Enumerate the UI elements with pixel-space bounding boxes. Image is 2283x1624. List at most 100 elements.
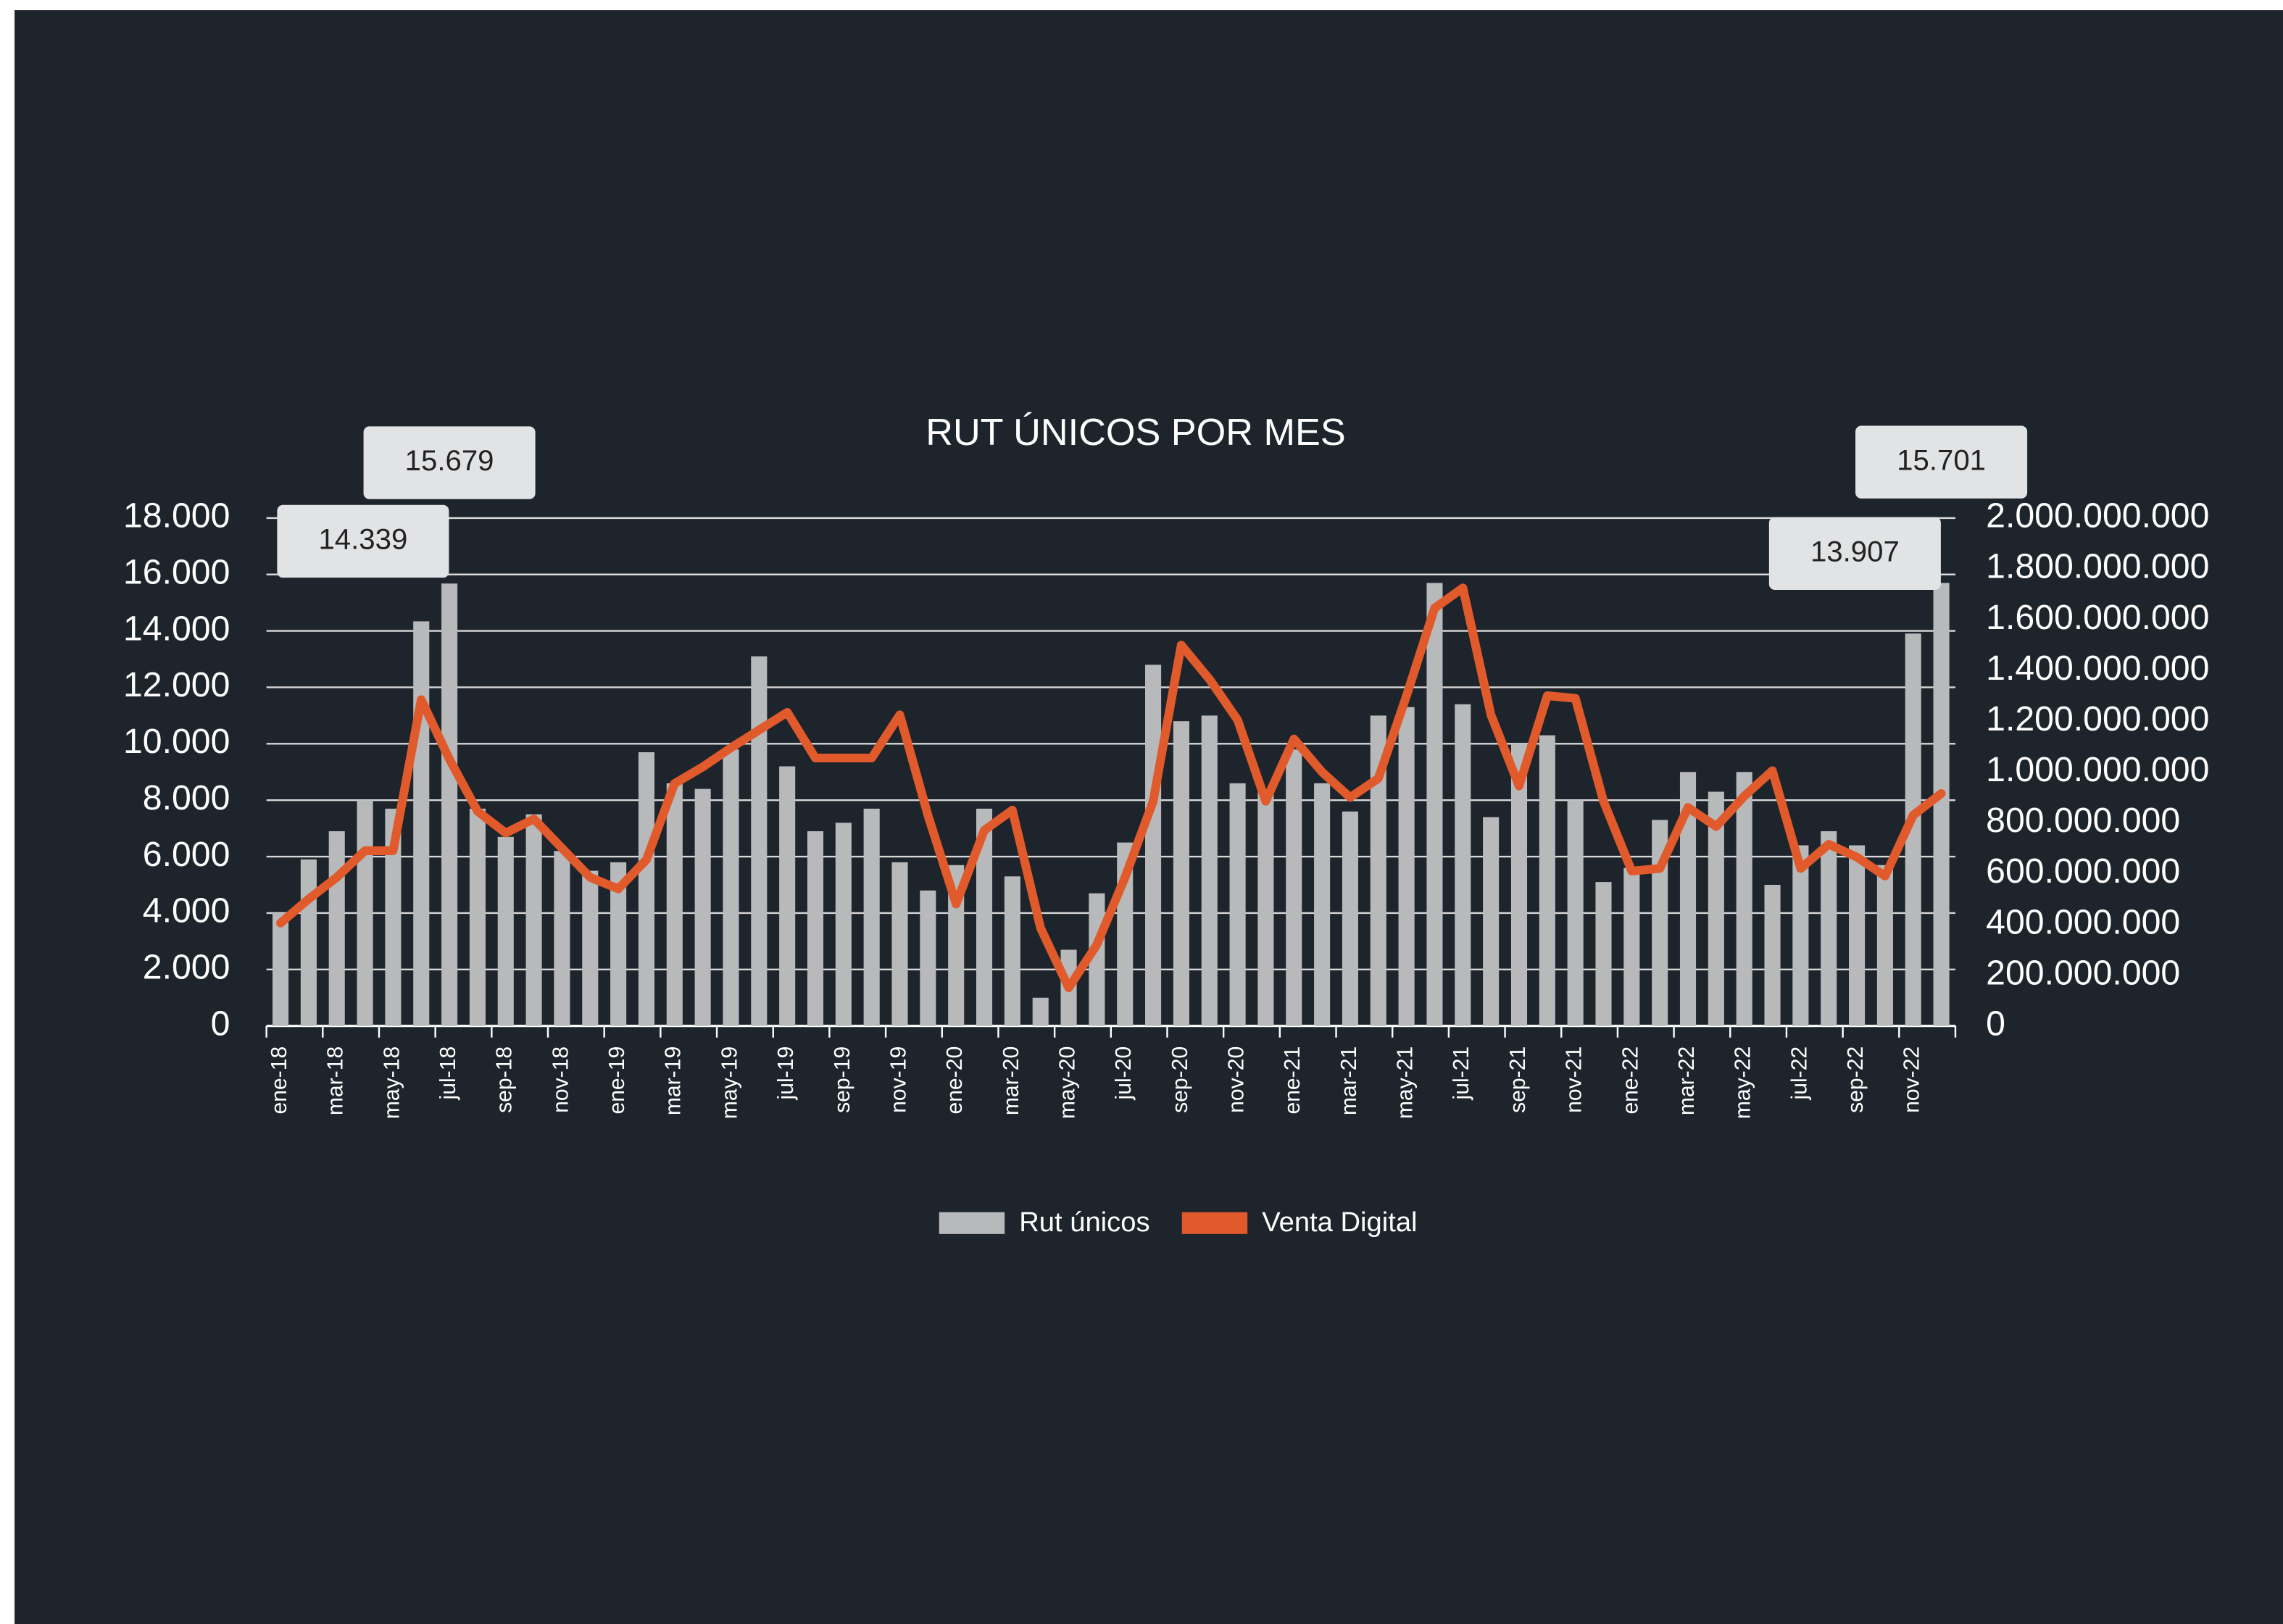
bar bbox=[610, 862, 627, 1026]
bar bbox=[1229, 783, 1246, 1026]
y2-tick-label: 600.000.000 bbox=[1986, 851, 2180, 891]
y2-tick-label: 1.400.000.000 bbox=[1986, 649, 2209, 688]
bar bbox=[469, 808, 486, 1026]
bar bbox=[1736, 772, 1752, 1026]
value-label-box bbox=[363, 426, 536, 499]
y-tick-label: 2.000 bbox=[143, 948, 230, 987]
bar bbox=[1201, 715, 1218, 1026]
bar bbox=[1708, 791, 1724, 1026]
x-tick-label: ene-22 bbox=[1618, 1046, 1642, 1115]
value-label-box bbox=[1768, 517, 1941, 590]
bar bbox=[1145, 665, 1162, 1026]
line bbox=[276, 583, 1946, 993]
value-label-box bbox=[277, 504, 449, 578]
bar bbox=[1821, 831, 1837, 1026]
x-tick-label: ene-19 bbox=[605, 1046, 629, 1115]
legend-swatch bbox=[1181, 1212, 1248, 1234]
x-tick-label: jul-22 bbox=[1787, 1046, 1811, 1101]
x-tick-label: mar-18 bbox=[324, 1046, 348, 1115]
bar bbox=[1905, 633, 1921, 1026]
bar bbox=[1314, 783, 1331, 1026]
bar bbox=[413, 621, 430, 1026]
x-tick-label: may-22 bbox=[1731, 1046, 1755, 1119]
x-tick-label: may-19 bbox=[718, 1046, 741, 1119]
bar bbox=[385, 808, 402, 1026]
x-tick-label: sep-19 bbox=[831, 1046, 854, 1113]
bar bbox=[891, 862, 908, 1026]
x-tick-label: nov-18 bbox=[549, 1046, 573, 1113]
bar bbox=[1286, 749, 1302, 1026]
bar bbox=[357, 800, 373, 1026]
x-tick-label: jul-21 bbox=[1450, 1046, 1473, 1101]
value-label: 15.701 bbox=[1897, 444, 1986, 476]
x-tick-label: mar-22 bbox=[1675, 1046, 1699, 1115]
bar bbox=[751, 656, 768, 1026]
bar bbox=[1539, 735, 1555, 1026]
x-tick-label: sep-18 bbox=[493, 1046, 517, 1113]
x-tick-label: ene-20 bbox=[943, 1046, 967, 1115]
bar bbox=[920, 890, 936, 1026]
bar bbox=[1370, 715, 1386, 1026]
legend-swatch bbox=[939, 1212, 1005, 1234]
legend-label: Rut únicos bbox=[1019, 1207, 1149, 1238]
x-tick-label: mar-19 bbox=[662, 1046, 686, 1115]
bar bbox=[441, 583, 458, 1026]
bar bbox=[807, 831, 824, 1026]
legend-label: Venta Digital bbox=[1262, 1207, 1417, 1238]
x-tick-label: sep-21 bbox=[1506, 1046, 1530, 1113]
y-tick-label: 6.000 bbox=[143, 835, 230, 874]
bar bbox=[1679, 772, 1697, 1026]
bar bbox=[666, 783, 683, 1026]
bar bbox=[1792, 845, 1809, 1026]
x-tick-label: jul-20 bbox=[1112, 1046, 1136, 1101]
bar bbox=[1426, 583, 1443, 1026]
y-tick-label: 8.000 bbox=[143, 778, 230, 817]
x-tick-label: nov-22 bbox=[1900, 1046, 1924, 1113]
y2-tick-label: 400.000.000 bbox=[1986, 902, 2180, 941]
value-label-box bbox=[1855, 425, 2028, 499]
bar bbox=[300, 859, 317, 1026]
bar bbox=[554, 851, 570, 1026]
bar bbox=[976, 808, 993, 1026]
x-tick-label: jul-18 bbox=[436, 1046, 460, 1101]
y-tick-label: 12.000 bbox=[123, 665, 230, 704]
bar bbox=[1623, 867, 1640, 1026]
x-tick-label: jul-19 bbox=[774, 1046, 798, 1101]
bar bbox=[582, 870, 599, 1026]
bar bbox=[694, 788, 711, 1026]
bar bbox=[1933, 583, 1950, 1026]
bar bbox=[273, 912, 289, 1026]
bar bbox=[1510, 744, 1528, 1026]
x-tick-label: may-20 bbox=[1056, 1046, 1080, 1119]
bar bbox=[1032, 997, 1049, 1026]
x-tick-label: nov-19 bbox=[886, 1046, 910, 1113]
y2-tick-label: 1.000.000.000 bbox=[1986, 750, 2209, 789]
y-tick-label: 0 bbox=[211, 1004, 230, 1043]
x-tick-label: nov-20 bbox=[1225, 1046, 1249, 1113]
bar bbox=[1455, 704, 1471, 1026]
bar bbox=[525, 814, 542, 1026]
bar bbox=[1398, 707, 1415, 1026]
y2-tick-label: 2.000.000.000 bbox=[1986, 496, 2209, 536]
y2-tick-label: 1.800.000.000 bbox=[1986, 547, 2209, 586]
bar bbox=[1876, 865, 1893, 1026]
value-label: 13.907 bbox=[1810, 535, 1900, 567]
x-tick-label: sep-20 bbox=[1168, 1046, 1192, 1113]
y-tick-label: 18.000 bbox=[123, 496, 230, 536]
value-label: 15.679 bbox=[405, 444, 494, 477]
bar bbox=[1342, 811, 1358, 1026]
y2-tick-label: 200.000.000 bbox=[1986, 953, 2180, 992]
bar bbox=[328, 831, 345, 1026]
y-tick-label: 16.000 bbox=[123, 552, 230, 591]
bar bbox=[1257, 788, 1274, 1026]
bar bbox=[1567, 800, 1584, 1026]
y2-tick-label: 1.600.000.000 bbox=[1986, 598, 2209, 637]
x-tick-label: nov-21 bbox=[1563, 1046, 1587, 1113]
y-tick-label: 14.000 bbox=[123, 609, 230, 648]
bar bbox=[638, 752, 655, 1026]
x-tick-label: ene-18 bbox=[267, 1046, 291, 1115]
x-tick-label: may-18 bbox=[380, 1046, 404, 1119]
y2-tick-label: 1.200.000.000 bbox=[1986, 699, 2209, 738]
value-label: 14.339 bbox=[318, 523, 407, 556]
